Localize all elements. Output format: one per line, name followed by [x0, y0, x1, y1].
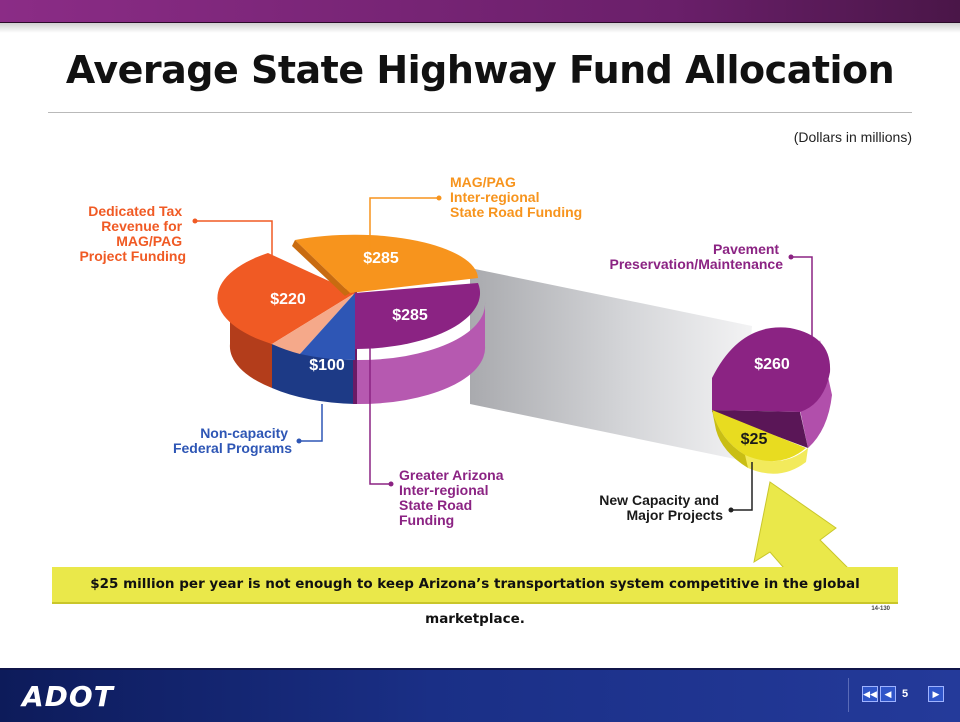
- leader-noncap: [300, 404, 323, 442]
- pie-side-orange-red: [229, 300, 272, 388]
- footer-separator: [848, 678, 849, 712]
- leader-mag-pag: [369, 197, 437, 252]
- value-label-noncap: $100: [309, 357, 345, 374]
- pie-side-purple: [355, 302, 486, 405]
- small-pie-slice-25-edge: [712, 410, 748, 468]
- leader-dot-dedicated: [192, 218, 198, 224]
- next-slide-icon: ▶: [932, 688, 940, 699]
- chart-subtitle: (Dollars in millions): [793, 129, 912, 145]
- callout-arrow: [753, 481, 857, 576]
- next-slide-button[interactable]: ▶: [928, 686, 944, 702]
- value-label-pavement: $260: [754, 356, 790, 373]
- first-slide-icon: ◀◀: [863, 688, 877, 699]
- callout-banner-text: $25 million per year is not enough to ke…: [90, 576, 860, 627]
- title-rule: [48, 112, 912, 113]
- label-greater: Greater Arizona Inter-regional State Roa…: [399, 467, 507, 528]
- label-noncap: Non-capacity Federal Programs: [173, 425, 292, 456]
- adot-logo: ADOT: [22, 680, 114, 713]
- small-pie-slice-260-dark: [712, 410, 808, 448]
- label-mag-pag: MAG/PAG Inter-regional State Road Fundin…: [450, 174, 582, 220]
- leader-greater: [369, 346, 390, 485]
- small-pie-slice-260: [712, 327, 831, 412]
- leader-dot-greater: [388, 481, 394, 487]
- pie-slice-285-orange-edge: [292, 240, 350, 296]
- label-newcap: New Capacity and Major Projects: [599, 492, 723, 523]
- value-label-mag-pag: $285: [363, 250, 399, 267]
- page-number: 5: [902, 688, 909, 700]
- value-label-newcap: $25: [741, 431, 768, 448]
- label-pavement: Pavement Preservation/Maintenance: [609, 241, 783, 272]
- small-pie-side-yellow: [740, 448, 808, 474]
- connector-beam: [470, 268, 752, 460]
- previous-slide-icon: ◀: [884, 688, 892, 699]
- pie-slice-285-purple: [355, 283, 481, 349]
- top-shadow: [0, 23, 960, 33]
- footer-bar: [0, 668, 960, 722]
- leader-pavement: [792, 256, 813, 346]
- pie-slice-220: [217, 253, 355, 344]
- label-dedicated: Dedicated Tax Revenue for MAG/PAG Projec…: [79, 203, 186, 264]
- first-slide-button[interactable]: ◀◀: [862, 686, 878, 702]
- leader-dot-mag-pag: [436, 195, 442, 201]
- leader-dot-noncap: [296, 438, 302, 444]
- top-bar: [0, 0, 960, 23]
- previous-slide-button[interactable]: ◀: [880, 686, 896, 702]
- slide-code: 14-130: [871, 606, 890, 612]
- callout-banner: $25 million per year is not enough to ke…: [52, 567, 898, 627]
- pie-slice-salmon: [272, 293, 355, 354]
- value-label-dedicated: $220: [270, 291, 306, 308]
- leader-newcap: [732, 462, 753, 511]
- value-label-greater: $285: [392, 307, 428, 324]
- pie-slice-285-orange: [295, 234, 478, 293]
- pie-slice-100: [300, 293, 355, 360]
- small-pie-slice-25: [712, 410, 806, 462]
- leader-dot-newcap: [728, 507, 734, 513]
- leader-dot-pavement: [788, 254, 794, 260]
- leader-dedicated: [196, 220, 273, 282]
- page-title: Average State Highway Fund Allocation: [65, 48, 895, 92]
